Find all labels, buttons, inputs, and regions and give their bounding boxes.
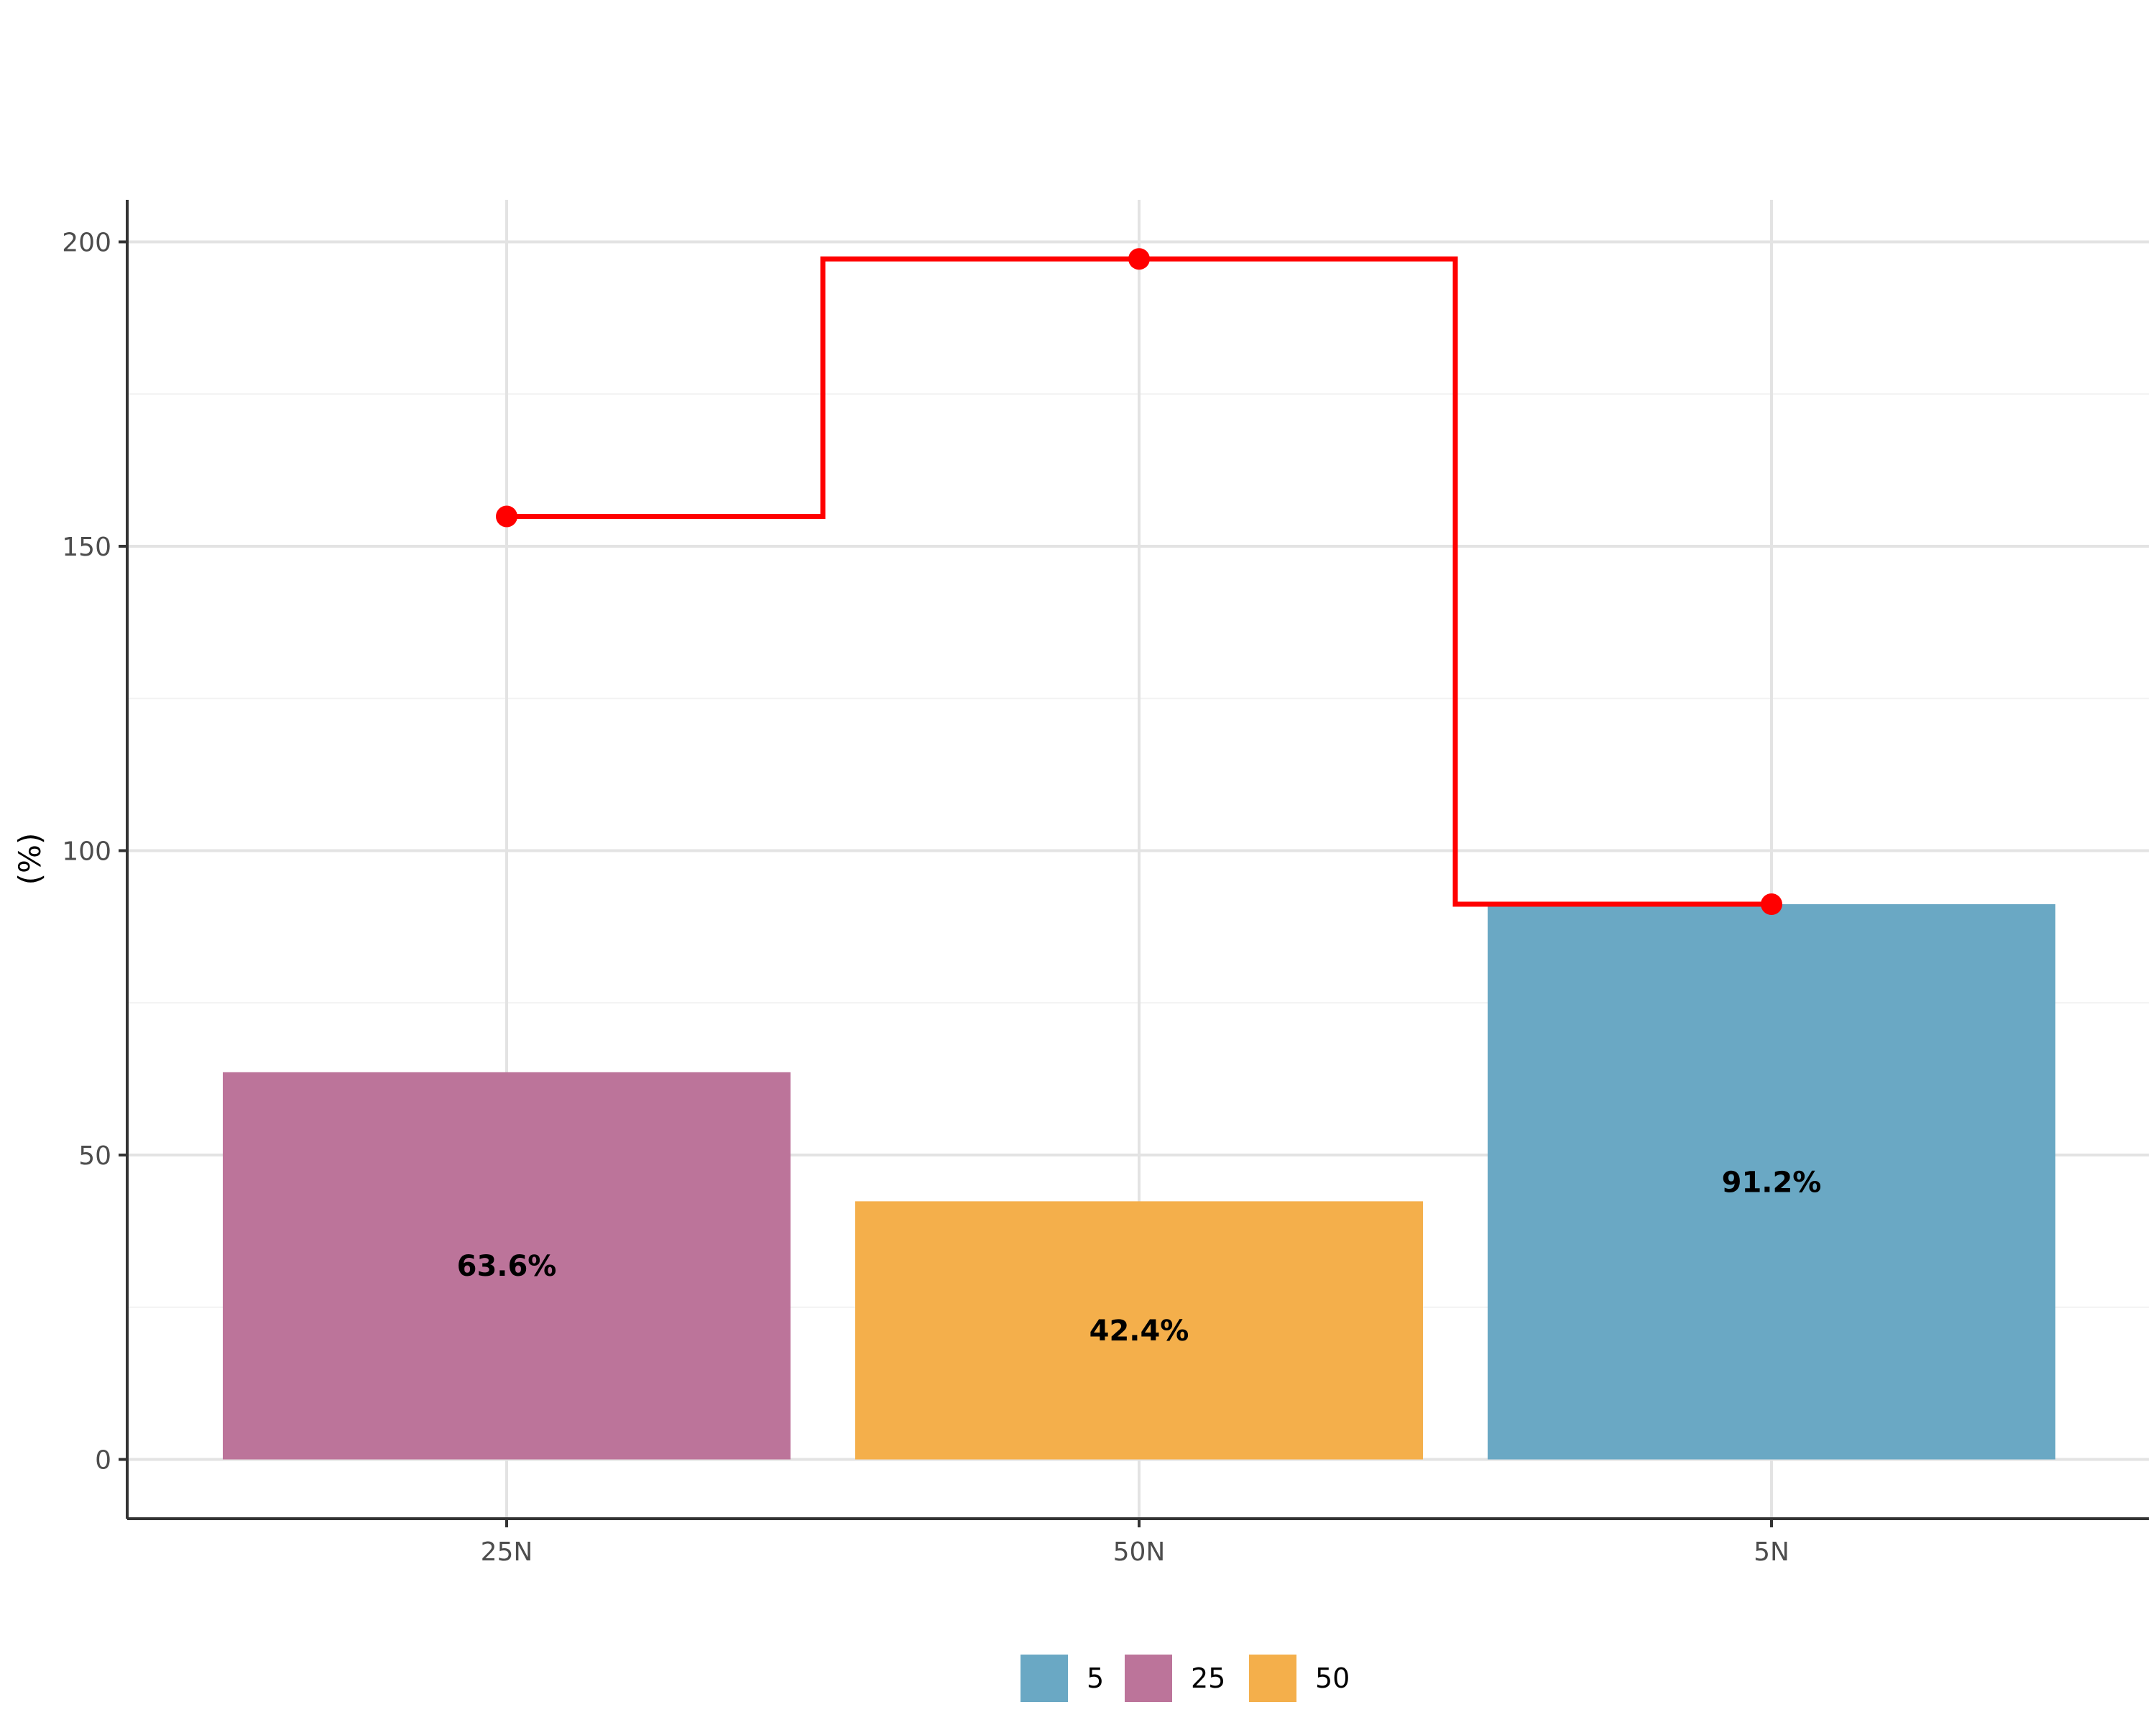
y-tick-label: 0 (95, 1446, 111, 1476)
bar-5 (1488, 904, 2055, 1460)
line-layer (496, 248, 1782, 916)
data-label-layer: 63.6% 42.4% 91.2% (457, 1166, 1822, 1348)
legend-label: 50 (1315, 1662, 1350, 1694)
line-point (496, 505, 517, 528)
bar-25 (223, 1072, 791, 1460)
data-label: 63.6% (457, 1250, 557, 1283)
legend-label: 5 (1087, 1662, 1104, 1694)
y-tick-label: 200 (62, 229, 111, 258)
y-tick-label: 50 (78, 1141, 111, 1171)
line-point (1761, 893, 1782, 916)
y-axis-title: (%) (12, 833, 47, 886)
legend-key-5 (1021, 1655, 1068, 1702)
y-tick-label: 100 (62, 837, 111, 867)
bar-layer (223, 904, 2055, 1460)
legend-key-25 (1125, 1655, 1172, 1702)
legend-key-50 (1249, 1655, 1296, 1702)
legend: 5 25 50 (1021, 1655, 1350, 1702)
axes: 0 50 100 150 200 25N 50N 5N (62, 200, 2149, 1567)
y-tick-label: 150 (62, 533, 111, 562)
line-point (1128, 248, 1150, 270)
data-label: 42.4% (1089, 1315, 1189, 1348)
bar-50 (855, 1201, 1423, 1460)
data-label: 91.2% (1722, 1166, 1822, 1199)
x-tick-label: 5N (1754, 1537, 1789, 1567)
legend-label: 25 (1191, 1662, 1225, 1694)
x-tick-label: 25N (481, 1537, 533, 1567)
x-tick-label: 50N (1113, 1537, 1166, 1567)
